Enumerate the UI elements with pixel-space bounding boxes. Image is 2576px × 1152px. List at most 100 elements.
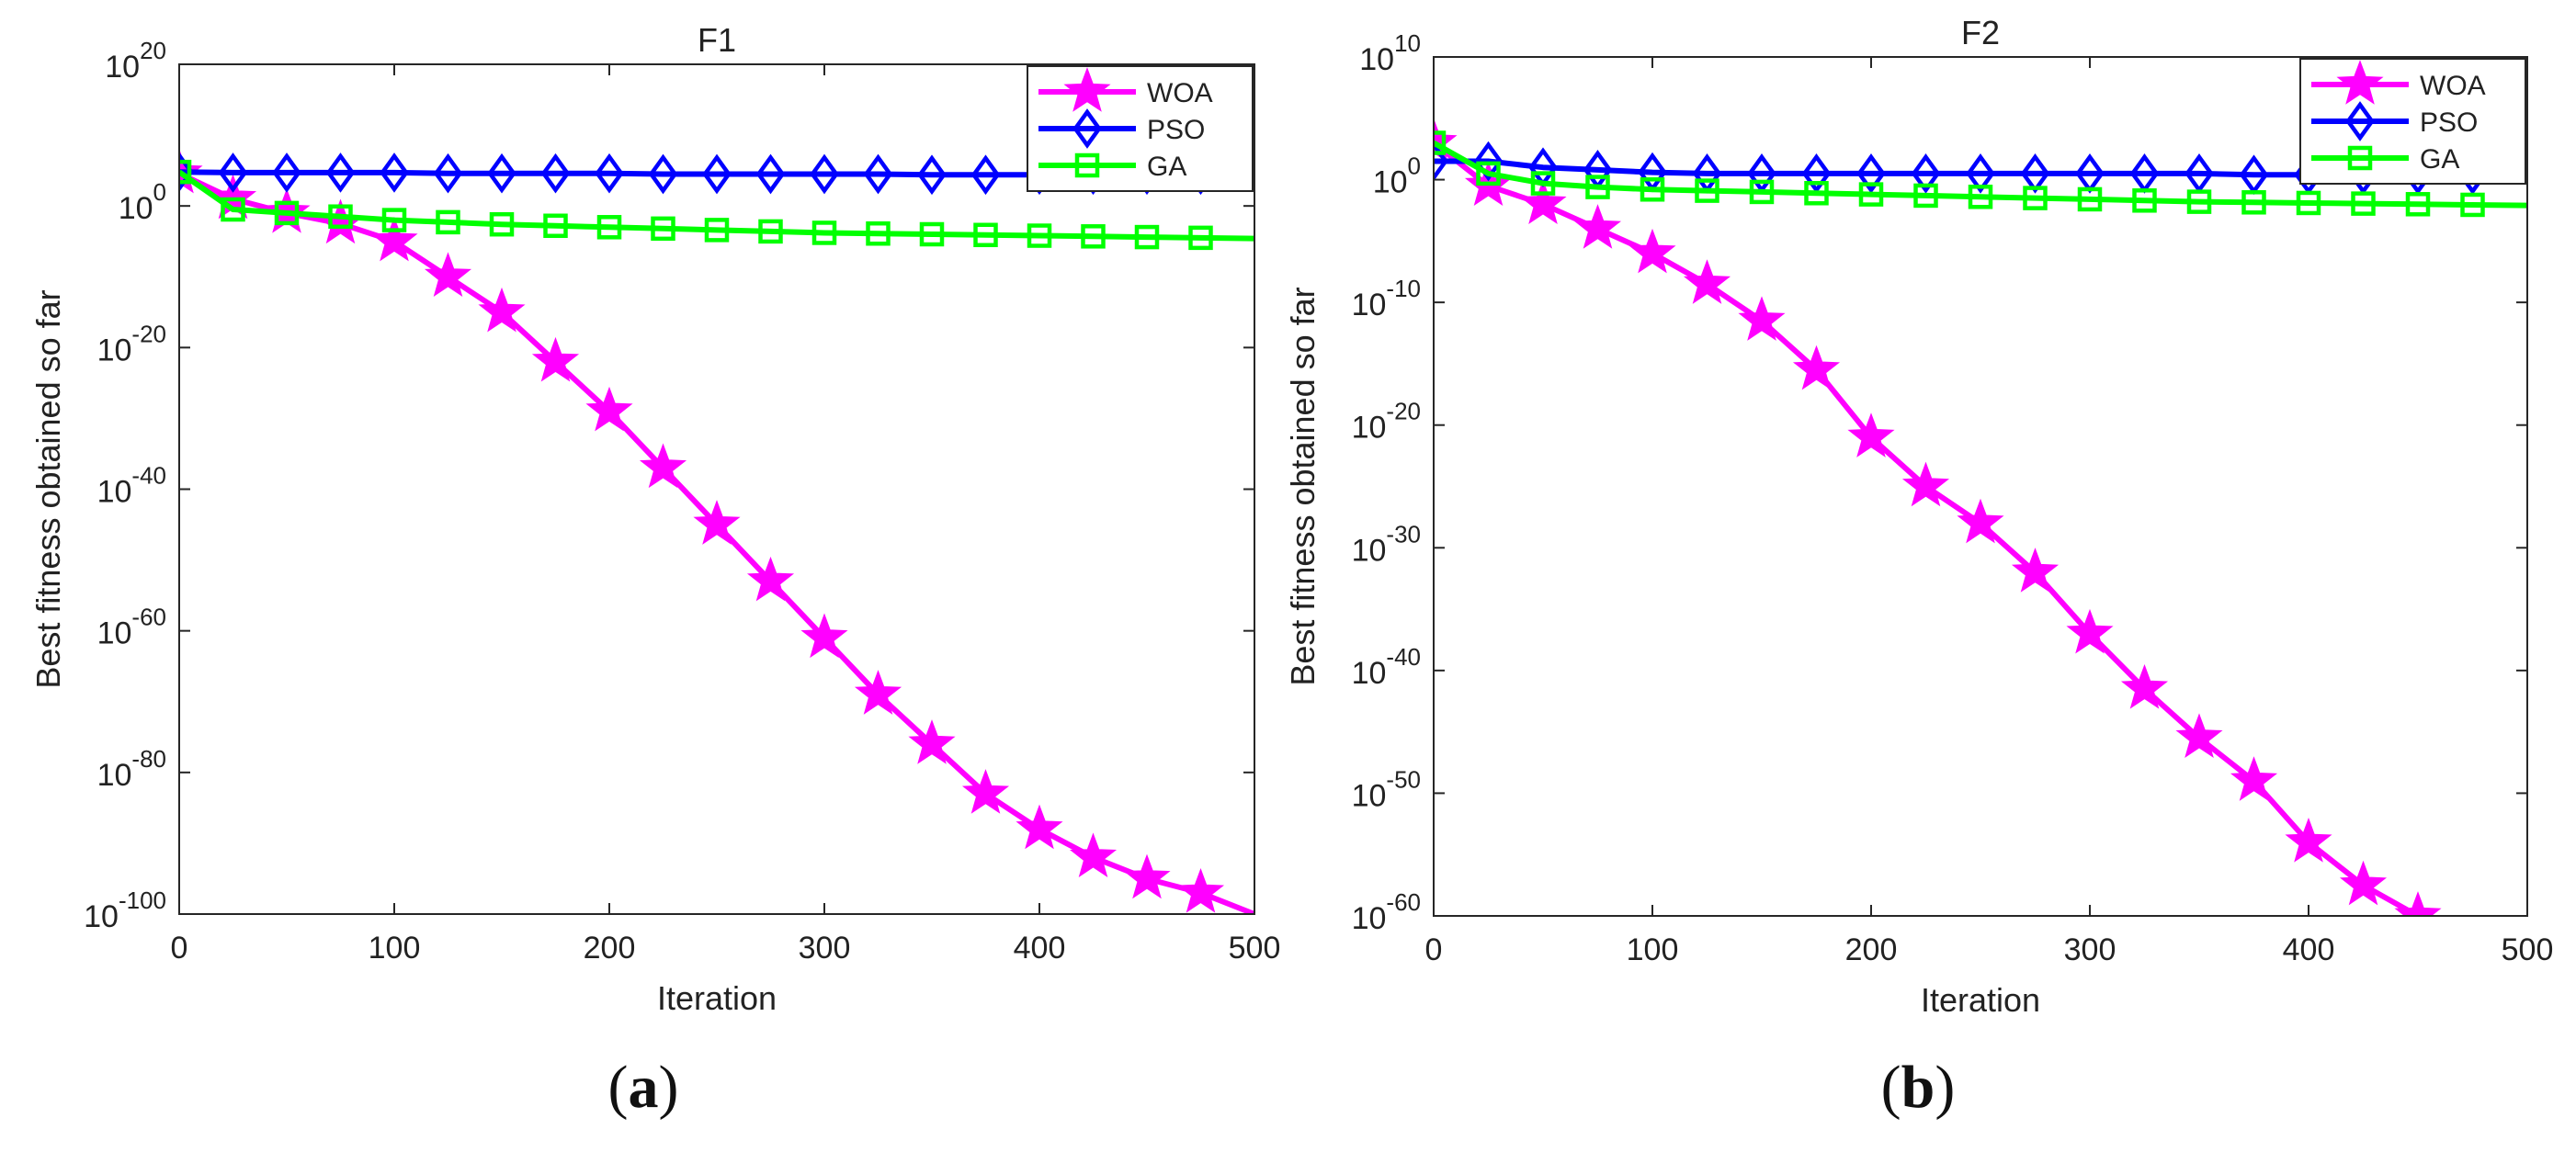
x-tick-label: 300 — [2064, 932, 2116, 967]
series-point-woa — [1016, 804, 1063, 850]
series-point-ga — [596, 215, 622, 240]
legend-label: WOA — [2420, 71, 2486, 101]
series-point-pso — [810, 153, 839, 195]
y-axis-label: Best fitness obtained so far — [1284, 287, 1322, 685]
x-tick-label: 0 — [1425, 932, 1443, 967]
series-group — [179, 148, 1256, 914]
y-axis-label: Best fitness obtained so far — [29, 289, 67, 688]
series-point-pso — [755, 153, 786, 195]
series-point-pso — [1473, 141, 1504, 182]
series-point-pso — [917, 154, 947, 196]
y-tick-label: 10-40 — [97, 462, 166, 510]
series-point-ga — [1858, 182, 1884, 207]
x-tick-label: 0 — [171, 931, 188, 966]
series-point-woa — [1738, 296, 1786, 341]
y-tick-label: 10-100 — [84, 887, 166, 934]
series-point-woa — [961, 769, 1010, 814]
legend-label: PSO — [2420, 107, 2478, 138]
y-tick-label: 10-30 — [1352, 520, 1421, 568]
y-tick-label: 10-80 — [97, 745, 166, 793]
series-point-ga — [1476, 161, 1501, 186]
x-tick-label: 300 — [799, 931, 851, 966]
series-point-pso — [433, 152, 463, 194]
series-point-woa — [693, 500, 741, 545]
series-point-pso — [1856, 153, 1886, 194]
series-point-ga — [2023, 186, 2048, 210]
series-point-ga — [2077, 186, 2103, 212]
series-point-woa — [746, 556, 795, 602]
y-tick-label: 10-40 — [1352, 643, 1421, 691]
series-point-woa — [1792, 344, 1841, 390]
series-point-ga — [1695, 178, 1719, 203]
series-point-pso — [218, 152, 248, 193]
series-point-ga — [1027, 223, 1052, 248]
series-point-woa — [1847, 412, 1895, 457]
series-point-ga — [221, 197, 245, 222]
plot-area — [179, 64, 1254, 914]
x-tick-label: 200 — [584, 931, 636, 966]
series-point-ga — [381, 208, 407, 232]
series-point-woa — [854, 670, 902, 715]
series-point-woa — [2285, 818, 2332, 863]
series-point-ga — [489, 211, 515, 237]
x-axis-label: Iteration — [657, 979, 777, 1017]
subfigure-label: (a) — [608, 1054, 679, 1121]
y-tick-label: 100 — [1373, 152, 1421, 200]
series-point-woa — [478, 287, 526, 333]
series-point-woa — [639, 443, 687, 489]
y-tick-label: 10-60 — [1352, 888, 1421, 936]
legend-marker — [2336, 60, 2384, 105]
series-point-pso — [325, 152, 356, 193]
series-point-ga — [2186, 189, 2212, 214]
series-point-woa — [1683, 259, 1731, 304]
chart-f2: 0 100 200 300 400 500 10-60 10-50 10-40 10-30 10-2… — [1284, 14, 2553, 1121]
legend: WOA PSO GA — [2299, 58, 2526, 185]
series-point-pso — [970, 154, 1001, 196]
series-point-woa — [1069, 832, 1118, 878]
series-point-ga — [919, 221, 945, 247]
legend: WOA PSO GA — [1027, 65, 1254, 192]
series-point-pso — [1966, 153, 1995, 194]
series-point-ga — [1749, 179, 1775, 205]
plot-area — [1434, 57, 2527, 916]
series-point-ga — [2351, 191, 2376, 216]
x-tick-label: 500 — [1229, 931, 1281, 966]
series-point-woa — [2011, 548, 2060, 593]
series-point-ga — [328, 204, 353, 229]
legend-label: GA — [1147, 152, 1186, 182]
series-point-pso — [2020, 153, 2050, 194]
series-point-ga — [274, 200, 300, 226]
legend-marker — [2345, 101, 2375, 141]
series-point-woa — [908, 719, 956, 764]
series-point-woa — [2339, 860, 2388, 906]
series-point-ga — [2296, 190, 2321, 216]
legend-marker — [1074, 152, 1100, 178]
series-point-pso — [702, 153, 732, 195]
series-point-ga — [1804, 181, 1829, 206]
chart-f1: 0 100 200 300 400 500 10-100 10-80 10-60 10-40 10-… — [29, 21, 1280, 1121]
series-point-ga — [1585, 175, 1610, 199]
legend-label: PSO — [1147, 115, 1205, 145]
series-point-pso — [540, 152, 571, 194]
series-point-woa — [1176, 868, 1225, 913]
series-point-woa — [2472, 915, 2473, 916]
chart-title: F2 — [1961, 14, 2000, 51]
chart-title: F1 — [698, 21, 736, 59]
series-point-woa — [1123, 853, 1171, 899]
series-point-pso — [648, 153, 678, 195]
series-point-pso — [487, 152, 516, 194]
series-point-woa — [585, 386, 633, 432]
legend-marker — [1072, 108, 1102, 149]
series-point-ga — [1188, 225, 1213, 251]
series-point-pso — [863, 153, 893, 195]
series-point-woa — [1901, 461, 1950, 507]
series-point-pso — [380, 152, 409, 193]
y-tick-label: 10-10 — [1352, 275, 1421, 322]
x-tick-label: 500 — [2502, 932, 2554, 967]
series-point-ga — [1640, 177, 1665, 202]
series-point-ga — [1968, 185, 1993, 209]
series-point-ga — [1434, 130, 1447, 155]
x-tick-label: 100 — [369, 931, 421, 966]
y-tick-label: 1020 — [105, 37, 166, 85]
series-point-ga — [1530, 171, 1556, 196]
